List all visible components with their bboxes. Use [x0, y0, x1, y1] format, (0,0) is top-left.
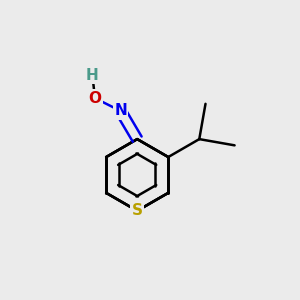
Text: H: H — [86, 68, 99, 82]
Text: S: S — [132, 203, 143, 218]
Text: O: O — [88, 91, 101, 106]
Text: N: N — [114, 103, 127, 118]
